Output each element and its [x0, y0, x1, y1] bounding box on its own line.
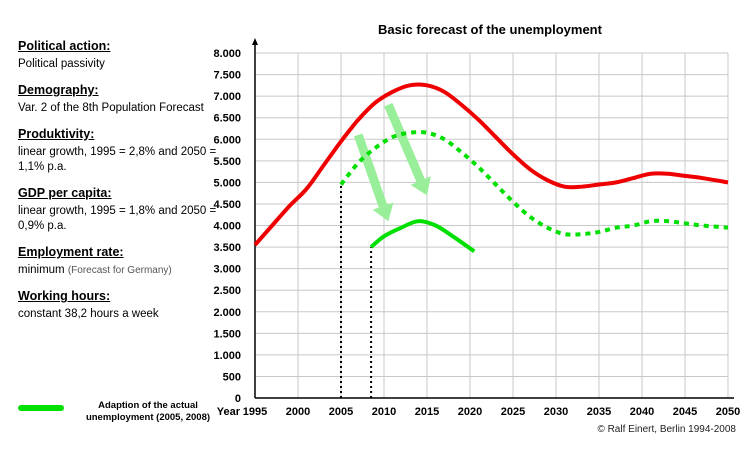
- x-tick-label: 2050: [716, 406, 740, 418]
- y-tick-label: 2.000: [213, 307, 241, 319]
- y-tick-label: 4.500: [213, 199, 241, 211]
- demography-text: Var. 2 of the 8th Population Forecast: [18, 102, 204, 114]
- legend-swatch: [18, 405, 64, 411]
- gdp-text: linear growth, 1995 = 1,8% and 2050 = 0,…: [18, 205, 217, 232]
- x-tick-label: 2045: [673, 406, 697, 418]
- hours-text: constant 38,2 hours a week: [18, 308, 159, 320]
- y-tick-label: 5.000: [213, 177, 241, 189]
- y-tick-label: 5.500: [213, 156, 241, 168]
- x-tick-label: 2030: [544, 406, 568, 418]
- series-line-0: [253, 82, 729, 247]
- x-axis-label: Year: [217, 406, 241, 418]
- y-tick-label: 500: [223, 371, 241, 383]
- assumption-political: Political action: Political passivity: [18, 38, 218, 72]
- y-tick-label: 1.000: [213, 350, 241, 362]
- productivity-text: linear growth, 1995 = 2,8% and 2050 = 1,…: [18, 146, 217, 173]
- legend-label: Adaption of the actual unemployment (200…: [85, 400, 211, 423]
- series-line-2: [369, 219, 476, 254]
- legend: Adaption of the actual unemployment (200…: [16, 400, 236, 432]
- assumption-hours: Working hours: constant 38,2 hours a wee…: [18, 288, 218, 322]
- y-tick-label: 4.000: [213, 221, 241, 233]
- x-tick-label: 2005: [329, 406, 353, 418]
- forecast-arrow-head-0: [372, 202, 394, 222]
- x-tick-label: 2025: [501, 406, 525, 418]
- political-text: Political passivity: [18, 58, 105, 70]
- x-tick-label: 2000: [286, 406, 310, 418]
- productivity-heading: Produktivity:: [18, 127, 95, 141]
- forecast-arrow-shaft-1: [384, 102, 425, 183]
- gdp-heading: GDP per capita:: [18, 186, 112, 200]
- y-tick-label: 0: [235, 393, 241, 405]
- y-tick-label: 6.500: [213, 113, 241, 125]
- forecast-arrow-head-1: [410, 176, 431, 196]
- assumptions-panel: Political action: Political passivity De…: [18, 38, 218, 332]
- y-tick-label: 6.000: [213, 134, 241, 146]
- x-tick-label: 1995: [243, 406, 267, 418]
- x-tick-label: 2020: [458, 406, 482, 418]
- credit: © Ralf Einert, Berlin 1994-2008: [597, 424, 736, 435]
- forecast-arrow-shaft-0: [353, 133, 388, 208]
- assumption-gdp: GDP per capita: linear growth, 1995 = 1,…: [18, 185, 218, 234]
- x-tick-label: 2015: [415, 406, 439, 418]
- y-tick-label: 8.000: [213, 48, 241, 60]
- political-heading: Political action:: [18, 39, 111, 53]
- demography-heading: Demography:: [18, 83, 99, 97]
- x-tick-label: 2035: [587, 406, 611, 418]
- y-tick-label: 1.500: [213, 328, 241, 340]
- employment-heading: Employment rate:: [18, 245, 124, 259]
- hours-heading: Working hours:: [18, 289, 111, 303]
- y-axis-arrowhead: [252, 38, 258, 45]
- series-line-1: [339, 130, 729, 237]
- employment-text-line: minimum (Forecast for Germany): [18, 263, 218, 278]
- y-tick-label: 3.000: [213, 264, 241, 276]
- assumption-productivity: Produktivity: linear growth, 1995 = 2,8%…: [18, 126, 218, 175]
- employment-note: (Forecast for Germany): [67, 265, 172, 276]
- y-tick-label: 3.500: [213, 242, 241, 254]
- y-tick-label: 7.500: [213, 70, 241, 82]
- assumption-demography: Demography: Var. 2 of the 8th Population…: [18, 82, 218, 116]
- employment-text: minimum: [18, 264, 65, 276]
- y-tick-label: 7.000: [213, 91, 241, 103]
- x-tick-label: 2010: [372, 406, 396, 418]
- x-tick-label: 2040: [630, 406, 654, 418]
- chart-title: Basic forecast of the unemployment: [378, 22, 602, 37]
- y-tick-label: 2.500: [213, 285, 241, 297]
- assumption-employment: Employment rate: minimum (Forecast for G…: [18, 244, 218, 278]
